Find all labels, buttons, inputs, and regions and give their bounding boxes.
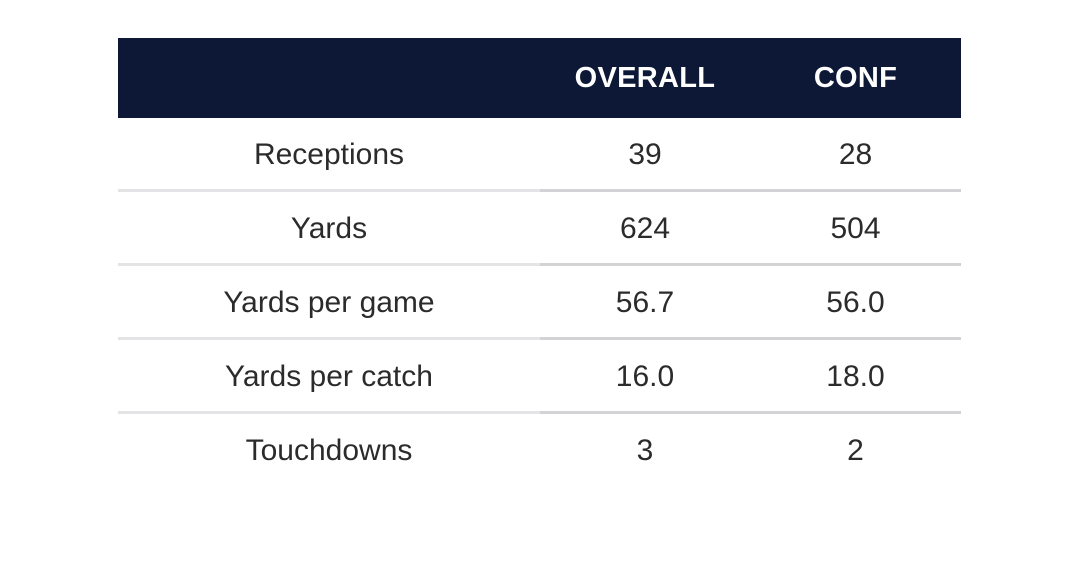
table-row: Touchdowns 3 2 — [118, 414, 961, 488]
row-label: Yards per catch — [225, 360, 433, 393]
conf-value: 504 — [830, 212, 881, 245]
conf-value: 2 — [847, 434, 864, 467]
table-row: Receptions 39 28 — [118, 118, 961, 192]
header-overall: OVERALL — [574, 61, 716, 94]
overall-value: 3 — [636, 434, 654, 467]
table-header-row: OVERALL CONF — [118, 38, 961, 118]
overall-value: 624 — [619, 212, 671, 245]
table-row: Yards 624 504 — [118, 192, 961, 266]
row-label: Touchdowns — [245, 434, 413, 467]
stats-table: OVERALL CONF Receptions 39 28 Yards 624 … — [118, 38, 961, 488]
header-conf: CONF — [813, 61, 898, 94]
table-row: Yards per game 56.7 56.0 — [118, 266, 961, 340]
overall-value: 56.7 — [615, 286, 675, 319]
row-label: Yards per game — [223, 286, 435, 319]
conf-value: 56.0 — [826, 286, 885, 319]
conf-value: 18.0 — [826, 360, 885, 393]
overall-value: 16.0 — [615, 360, 675, 393]
row-label: Receptions — [253, 138, 405, 171]
table-row: Yards per catch 16.0 18.0 — [118, 340, 961, 414]
row-label: Yards — [290, 212, 368, 245]
conf-value: 28 — [838, 138, 873, 171]
overall-value: 39 — [628, 138, 662, 171]
